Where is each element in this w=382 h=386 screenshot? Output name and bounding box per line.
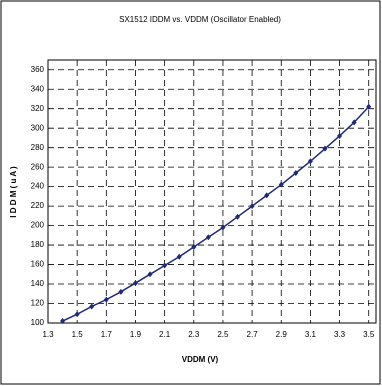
- x-axis-label: VDDM (V): [182, 355, 219, 364]
- chart-title: SX1512 IDDM vs. VDDM (Oscillator Enabled…: [119, 15, 281, 24]
- data-point: [89, 303, 95, 310]
- x-tick-label: 2.7: [247, 330, 259, 339]
- y-tick-label: 120: [31, 299, 45, 308]
- data-point: [366, 103, 372, 110]
- data-point: [307, 158, 313, 165]
- data-point: [322, 145, 328, 152]
- y-tick-label: 300: [31, 123, 45, 132]
- y-tick-label: 260: [31, 162, 45, 171]
- y-tick-label: 160: [31, 260, 45, 269]
- data-point: [60, 318, 66, 325]
- x-tick-label: 2.9: [276, 330, 288, 339]
- y-tick-label: 100: [31, 318, 45, 327]
- data-point: [118, 288, 124, 295]
- data-point: [162, 262, 168, 269]
- data-point: [103, 296, 109, 303]
- x-tick-label: 2.5: [217, 330, 229, 339]
- y-tick-label: 180: [31, 240, 45, 249]
- x-tick-label: 3.5: [363, 330, 375, 339]
- y-tick-label: 320: [31, 104, 45, 113]
- data-point: [351, 119, 357, 126]
- y-tick-label: 220: [31, 201, 45, 210]
- x-tick-label: 3.3: [334, 330, 346, 339]
- data-point: [132, 280, 138, 287]
- x-tick-label: 2.3: [188, 330, 200, 339]
- data-point: [176, 253, 182, 260]
- y-axis-label: I D D M ( u A ): [9, 166, 18, 218]
- data-line: [62, 106, 370, 322]
- y-tick-label: 240: [31, 182, 45, 191]
- data-point: [235, 213, 241, 220]
- data-point: [191, 244, 197, 251]
- data-point: [74, 311, 80, 318]
- x-tick-label: 2.1: [159, 330, 171, 339]
- data-point: [249, 203, 255, 210]
- data-point: [147, 271, 153, 278]
- y-tick-label: 340: [31, 84, 45, 93]
- data-point: [293, 169, 299, 176]
- data-point: [264, 192, 270, 199]
- data-point: [278, 181, 284, 188]
- x-tick-label: 1.7: [101, 330, 113, 339]
- y-tick-label: 280: [31, 143, 45, 152]
- data-point: [220, 224, 226, 231]
- x-tick-label: 3.1: [305, 330, 317, 339]
- data-point: [337, 132, 343, 139]
- y-tick-label: 360: [31, 65, 45, 74]
- x-tick-label: 1.3: [42, 330, 54, 339]
- x-tick-label: 1.5: [72, 330, 84, 339]
- data-point: [205, 234, 211, 241]
- y-tick-label: 140: [31, 279, 45, 288]
- y-tick-label: 200: [31, 221, 45, 230]
- x-tick-label: 1.9: [130, 330, 142, 339]
